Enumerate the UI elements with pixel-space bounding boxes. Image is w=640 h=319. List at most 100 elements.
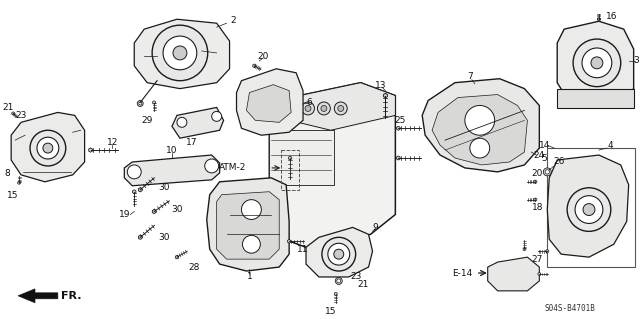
Polygon shape: [246, 85, 291, 122]
Polygon shape: [138, 235, 142, 240]
Text: 17: 17: [186, 138, 198, 147]
Text: 21: 21: [3, 103, 14, 112]
Circle shape: [152, 25, 208, 81]
Polygon shape: [253, 64, 256, 68]
Text: 7: 7: [467, 72, 473, 81]
Text: 20: 20: [532, 169, 543, 178]
Circle shape: [205, 159, 219, 173]
Circle shape: [37, 137, 59, 159]
Circle shape: [583, 204, 595, 216]
Text: 12: 12: [107, 138, 118, 147]
Polygon shape: [217, 192, 279, 259]
Circle shape: [137, 100, 143, 107]
Text: 30: 30: [158, 233, 170, 242]
Text: ATM-2: ATM-2: [219, 163, 246, 173]
Text: 5: 5: [541, 153, 547, 162]
Bar: [281, 150, 299, 190]
Polygon shape: [89, 148, 92, 152]
Bar: [547, 148, 635, 267]
Text: 1: 1: [246, 272, 252, 281]
Circle shape: [334, 249, 344, 259]
Polygon shape: [237, 69, 303, 135]
Polygon shape: [12, 112, 15, 115]
Text: 20: 20: [258, 52, 269, 61]
Text: E-14: E-14: [452, 269, 472, 278]
Circle shape: [285, 102, 298, 115]
Polygon shape: [172, 108, 223, 138]
Polygon shape: [557, 89, 634, 108]
Polygon shape: [597, 18, 600, 21]
Polygon shape: [138, 188, 142, 192]
Text: 10: 10: [166, 145, 178, 155]
Circle shape: [139, 102, 141, 105]
Text: 11: 11: [298, 245, 308, 254]
Circle shape: [305, 106, 311, 111]
Circle shape: [212, 111, 221, 121]
Circle shape: [573, 39, 621, 87]
Circle shape: [321, 106, 327, 111]
Polygon shape: [538, 272, 541, 276]
Polygon shape: [397, 156, 400, 160]
Text: 19: 19: [118, 210, 130, 219]
Polygon shape: [289, 156, 292, 160]
Polygon shape: [18, 181, 20, 184]
Polygon shape: [152, 210, 156, 214]
Text: 30: 30: [171, 205, 182, 214]
Circle shape: [338, 106, 344, 111]
Polygon shape: [132, 190, 136, 194]
Circle shape: [591, 57, 603, 69]
Circle shape: [177, 117, 187, 127]
Circle shape: [582, 48, 612, 78]
Polygon shape: [306, 227, 372, 277]
Text: 24: 24: [534, 151, 545, 160]
Text: 9: 9: [372, 223, 378, 232]
Circle shape: [328, 243, 349, 265]
Circle shape: [241, 200, 261, 219]
Text: 29: 29: [141, 116, 153, 125]
Circle shape: [335, 278, 342, 285]
Text: 26: 26: [554, 158, 565, 167]
Circle shape: [317, 102, 330, 115]
Circle shape: [43, 143, 53, 153]
Text: 2: 2: [231, 16, 236, 25]
Circle shape: [163, 36, 197, 70]
Polygon shape: [422, 79, 540, 172]
Text: 3: 3: [633, 56, 639, 65]
Circle shape: [545, 170, 550, 174]
Polygon shape: [207, 178, 289, 271]
Text: 27: 27: [532, 255, 543, 263]
Circle shape: [127, 165, 141, 179]
Text: 14: 14: [539, 141, 550, 150]
Text: S04S-B4701B: S04S-B4701B: [544, 304, 595, 313]
Polygon shape: [269, 83, 396, 130]
Text: 23: 23: [350, 272, 362, 281]
Circle shape: [173, 46, 187, 60]
Polygon shape: [175, 255, 179, 259]
Polygon shape: [534, 180, 537, 183]
Circle shape: [543, 168, 551, 176]
Polygon shape: [546, 249, 548, 253]
Circle shape: [470, 138, 490, 158]
Polygon shape: [11, 112, 84, 182]
Text: 13: 13: [375, 81, 386, 90]
Text: 30: 30: [158, 183, 170, 192]
Text: 25: 25: [395, 116, 406, 125]
Text: 21: 21: [357, 280, 368, 289]
Text: 18: 18: [532, 203, 543, 212]
Polygon shape: [523, 248, 526, 251]
Polygon shape: [269, 83, 396, 249]
Polygon shape: [152, 101, 156, 104]
Polygon shape: [547, 155, 628, 257]
Polygon shape: [124, 155, 220, 186]
Circle shape: [337, 279, 340, 283]
Circle shape: [301, 102, 314, 115]
Circle shape: [243, 235, 260, 253]
Circle shape: [575, 196, 603, 223]
Text: 28: 28: [188, 263, 200, 271]
Text: 16: 16: [606, 12, 618, 21]
Polygon shape: [134, 19, 230, 89]
Polygon shape: [432, 94, 527, 165]
Circle shape: [322, 237, 356, 271]
Polygon shape: [383, 93, 387, 98]
Circle shape: [465, 106, 495, 135]
